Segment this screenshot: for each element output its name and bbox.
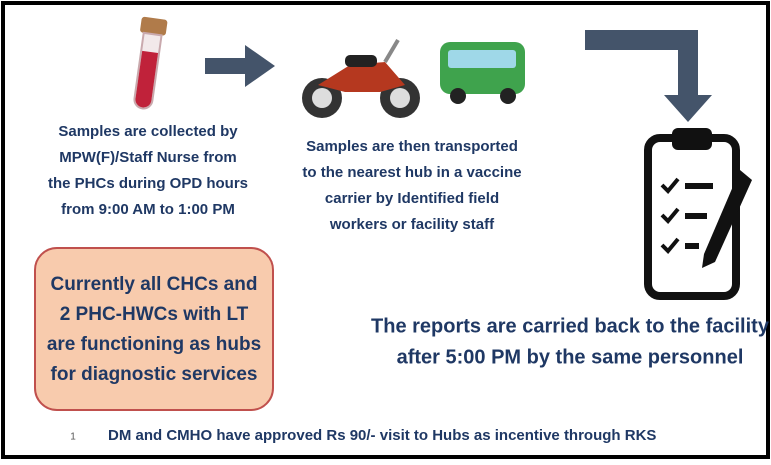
hubs-box [35,248,273,410]
text-line: 2 PHC-HWCs with LT [60,304,249,325]
text-line: Samples are collected by [58,123,238,140]
text-line: carrier by Identified field [325,190,499,207]
text-line: The reports are carried back to the faci… [371,315,770,337]
text-line: from 9:00 AM to 1:00 PM [61,201,235,218]
footnote-number: 1 [70,432,76,443]
text-line: to the nearest hub in a vaccine [302,164,521,181]
slide: Samples are collected by MPW(F)/Staff Nu… [0,0,771,460]
text-line: Currently all CHCs and [51,274,258,295]
text-line: the PHCs during OPD hours [48,175,248,192]
text-line: Samples are then transported [306,138,518,155]
footnote-text: DM and CMHO have approved Rs 90/- visit … [108,427,656,444]
text-line: after 5:00 PM by the same personnel [397,346,744,368]
text-line: are functioning as hubs [47,334,261,355]
text-line: MPW(F)/Staff Nurse from [59,149,237,166]
text-line: for diagnostic services [51,364,258,385]
text-line: workers or facility staff [329,216,495,233]
